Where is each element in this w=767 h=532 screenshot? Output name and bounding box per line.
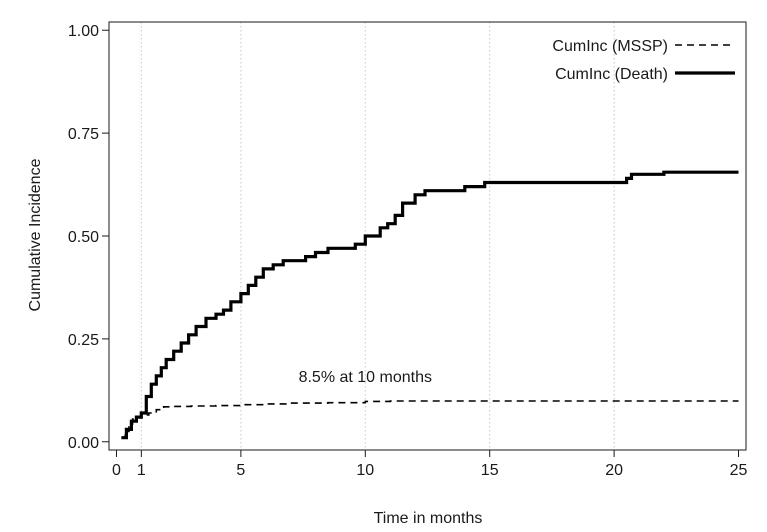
series-line-death — [121, 170, 739, 440]
x-tick-label: 15 — [481, 462, 499, 479]
annotation-mssp-10-months: 8.5% at 10 months — [299, 369, 432, 386]
series-lines — [121, 170, 739, 440]
x-tick-label: 5 — [236, 462, 245, 479]
x-tick-label: 0 — [112, 462, 121, 479]
x-tick-label: 1 — [137, 462, 146, 479]
y-axis-label: Cumulative Incidence — [27, 158, 44, 311]
x-tick-label: 25 — [730, 462, 748, 479]
legend-label-mssp: CumInc (MSSP) — [552, 38, 668, 55]
y-tick-label: 0.75 — [68, 126, 99, 143]
x-tick-label: 10 — [356, 462, 374, 479]
grid-lines — [140, 22, 615, 450]
y-tick-label: 0.50 — [68, 229, 99, 246]
tick-labels: 0 1 5 10 15 20 250.000.250.500.751.00 — [68, 23, 748, 479]
y-tick-label: 0.00 — [68, 435, 99, 452]
legend: CumInc (MSSP) CumInc (Death) — [552, 38, 735, 83]
x-tick-label: 20 — [605, 462, 623, 479]
series-line-mssp — [121, 400, 739, 439]
y-tick-label: 1.00 — [68, 23, 99, 40]
x-axis-label: Time in months — [374, 510, 483, 527]
legend-label-death: CumInc (Death) — [555, 66, 668, 83]
y-tick-label: 0.25 — [68, 332, 99, 349]
